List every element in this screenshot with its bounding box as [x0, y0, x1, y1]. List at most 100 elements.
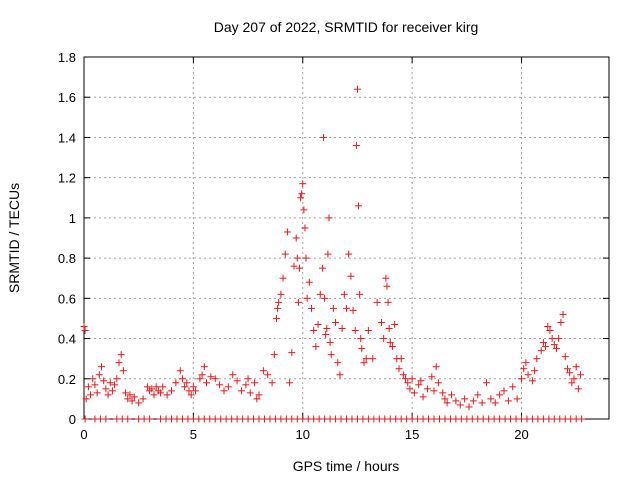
data-point [434, 379, 442, 387]
data-point [357, 335, 365, 343]
data-point [172, 379, 180, 387]
data-point [542, 343, 550, 351]
data-point [430, 387, 438, 395]
data-point [382, 274, 390, 282]
data-point [84, 383, 92, 391]
data-point [531, 367, 539, 375]
data-point [496, 391, 504, 399]
data-point [220, 387, 228, 395]
data-point [415, 381, 423, 389]
data-point [198, 371, 206, 379]
data-point [329, 304, 337, 312]
data-point [148, 385, 156, 393]
data-point [294, 298, 302, 306]
data-points [80, 85, 586, 423]
x-tick-label: 5 [190, 427, 197, 442]
data-point [383, 282, 391, 290]
data-point [397, 355, 405, 363]
data-point [570, 375, 578, 383]
data-point [528, 377, 536, 385]
data-point [81, 415, 89, 423]
data-point [189, 383, 197, 391]
tick-labels: 0 5 10 15 20 0 0.2 0.4 0.6 0.8 1 1.2 1.4 1.6 1.8 [58, 50, 529, 442]
data-point [89, 375, 97, 383]
data-point [192, 387, 200, 395]
data-point [302, 254, 310, 262]
data-point [251, 379, 259, 387]
data-point [224, 383, 232, 391]
data-point [353, 85, 361, 93]
data-point [395, 365, 403, 373]
data-point [572, 363, 580, 371]
data-point [318, 264, 326, 272]
data-point [352, 141, 360, 149]
data-point [82, 395, 90, 403]
chart-title: Day 207 of 2022, SRMTID for receiver kir… [214, 19, 479, 35]
data-point [122, 389, 130, 397]
data-point [130, 393, 138, 401]
data-point [360, 359, 368, 367]
data-point [550, 341, 558, 349]
data-point [373, 298, 381, 306]
data-point [563, 365, 571, 373]
data-point [102, 415, 110, 423]
data-point [417, 377, 425, 385]
data-point [334, 359, 342, 367]
data-point [509, 383, 517, 391]
data-point [81, 327, 89, 335]
y-tick-label: 1 [69, 211, 76, 226]
data-point [340, 290, 348, 298]
data-point [100, 377, 108, 385]
data-point [566, 369, 574, 377]
data-point [347, 272, 355, 280]
data-point [513, 395, 521, 403]
data-point [469, 397, 477, 405]
data-point [474, 391, 482, 399]
data-point [443, 399, 451, 407]
data-point [255, 391, 263, 399]
data-point [301, 224, 309, 232]
data-point [559, 310, 567, 318]
data-point [200, 363, 208, 371]
data-point [159, 383, 167, 391]
data-point [168, 387, 175, 395]
data-point [419, 393, 427, 401]
data-point [553, 345, 560, 353]
x-tick-label: 0 [80, 427, 87, 442]
data-point [113, 375, 121, 383]
data-point [324, 250, 332, 258]
data-point [461, 395, 469, 403]
data-point [187, 391, 195, 399]
data-point [504, 397, 512, 405]
data-point [369, 355, 377, 363]
y-tick-label: 0.2 [58, 372, 76, 387]
data-point [126, 391, 134, 399]
data-point [539, 339, 547, 347]
data-point [548, 335, 556, 343]
data-point [95, 371, 103, 379]
data-point [577, 371, 585, 379]
data-point [275, 298, 283, 306]
data-point [93, 389, 101, 397]
data-point [323, 325, 331, 332]
data-point [574, 385, 582, 393]
data-point [305, 278, 313, 286]
data-point [321, 294, 329, 302]
data-point [128, 397, 136, 405]
data-point [119, 367, 127, 375]
data-point [343, 304, 350, 312]
data-point [568, 379, 576, 387]
y-tick-label: 1.6 [58, 90, 76, 105]
data-point [364, 327, 372, 335]
y-tick-label: 1.4 [58, 130, 76, 145]
data-point [320, 133, 328, 141]
data-point [456, 401, 464, 409]
data-point [233, 377, 241, 385]
data-point [286, 379, 294, 387]
data-point [432, 363, 440, 371]
data-point [520, 365, 528, 373]
data-point [378, 318, 385, 326]
data-point [283, 228, 291, 236]
data-point [292, 234, 300, 242]
